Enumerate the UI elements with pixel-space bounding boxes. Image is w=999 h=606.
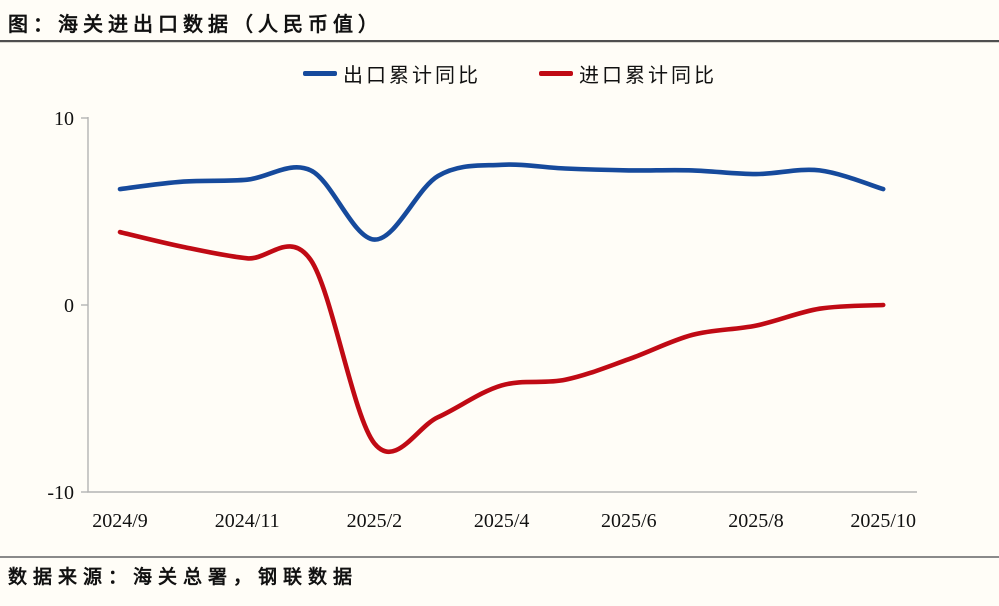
- legend-label-import: 进口累计同比: [579, 64, 717, 87]
- export-line-swatch: [303, 70, 337, 76]
- legend-item-export: 出口累计同比: [303, 59, 481, 88]
- legend: 出口累计同比 进口累计同比: [303, 59, 717, 88]
- import-line-swatch: [539, 70, 573, 76]
- chart-title: 图：海关进出口数据（人民币值）: [8, 14, 383, 36]
- x-tick-label: 2025/8: [728, 510, 784, 532]
- series-line-出口累计同比: [117, 162, 886, 242]
- axes: [87, 117, 917, 493]
- source-divider: [0, 556, 999, 558]
- x-tick-label: 2025/2: [347, 510, 403, 532]
- data-source: 数据来源：海关总署，钢联数据: [8, 567, 359, 588]
- x-tick-label: 2024/9: [92, 510, 148, 532]
- y-tick-label: 0: [64, 295, 74, 317]
- legend-item-import: 进口累计同比: [539, 59, 717, 88]
- title-divider: [0, 40, 999, 42]
- legend-label-export: 出口累计同比: [343, 64, 481, 87]
- x-tick-label: 2025/4: [474, 510, 530, 532]
- series-line-进口累计同比: [117, 229, 886, 454]
- x-tick-label: 2025/6: [601, 510, 657, 532]
- x-tick-label: 2025/10: [850, 510, 916, 532]
- y-tick-label: -10: [47, 482, 74, 504]
- y-tick-label: 10: [54, 108, 74, 130]
- x-tick-label: 2024/11: [215, 510, 280, 532]
